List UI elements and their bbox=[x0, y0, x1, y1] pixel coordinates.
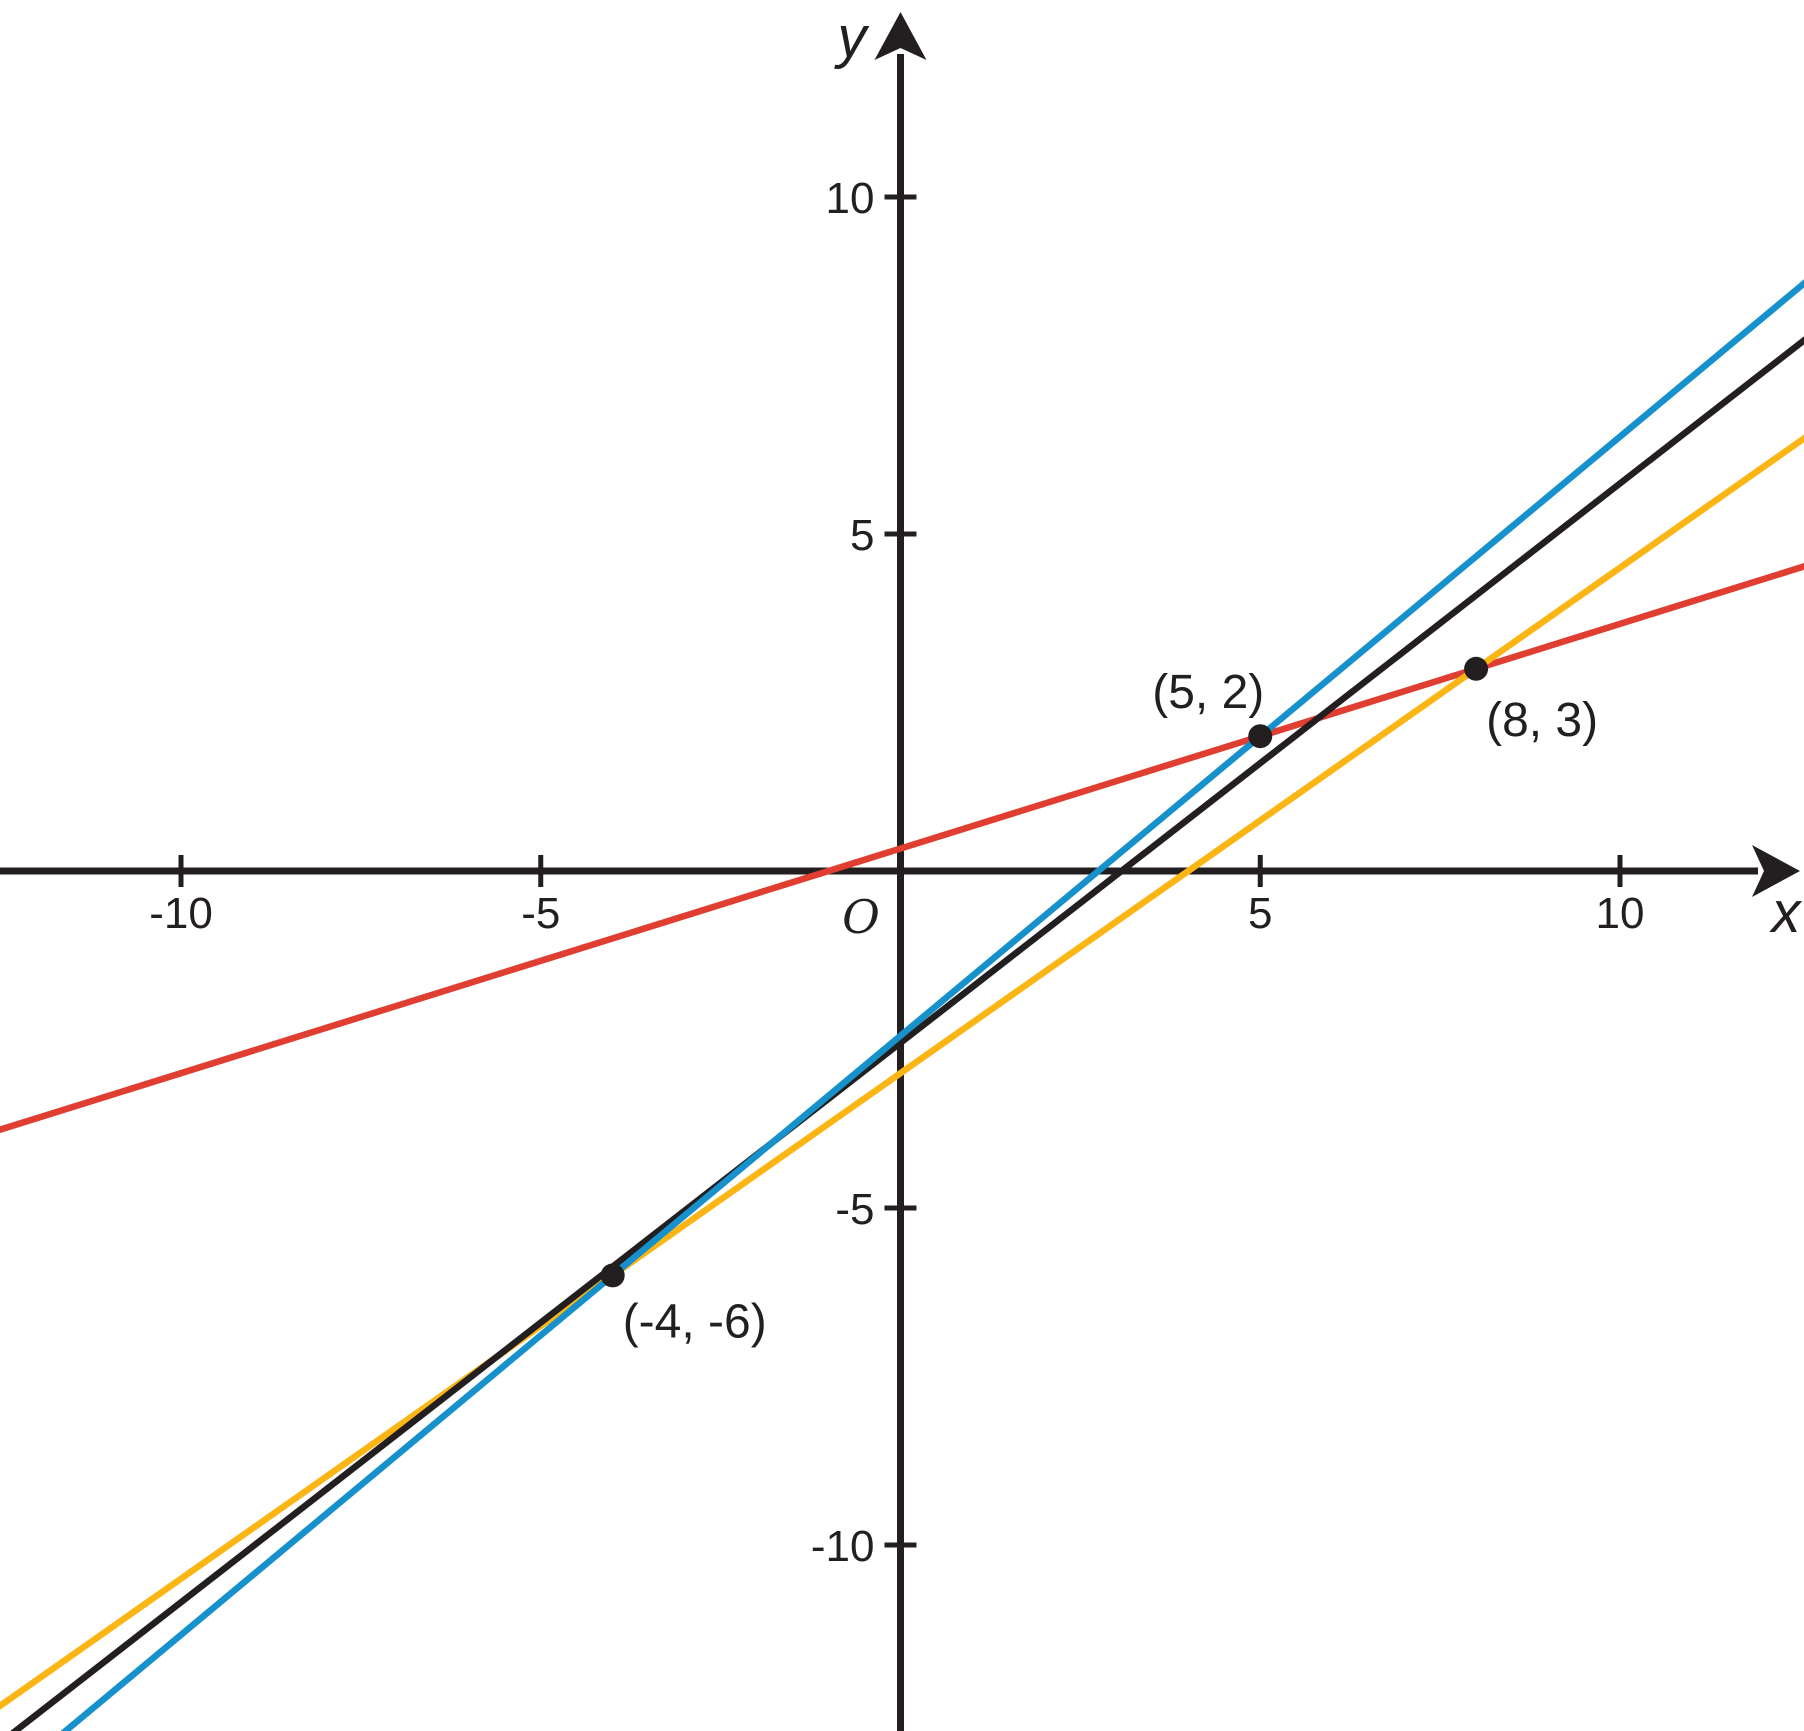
y-axis-arrowhead-icon bbox=[874, 12, 927, 60]
y-tick-label: 5 bbox=[850, 511, 874, 560]
point-label: (5, 2) bbox=[1152, 666, 1264, 719]
y-tick-label: -10 bbox=[811, 1522, 875, 1571]
y-tick-label: 10 bbox=[826, 174, 875, 223]
x-tick-label: 10 bbox=[1596, 889, 1645, 938]
data-point bbox=[600, 1263, 625, 1288]
data-point bbox=[1248, 724, 1273, 749]
orange-line bbox=[0, 434, 1804, 1710]
y-tick-label: -5 bbox=[835, 1185, 874, 1234]
x-tick-label: -10 bbox=[149, 889, 213, 938]
point-label: (8, 3) bbox=[1486, 694, 1598, 747]
x-tick-label: -5 bbox=[521, 889, 560, 938]
origin-label: O bbox=[842, 890, 880, 944]
red-line bbox=[0, 563, 1804, 1134]
y-axis-label: y bbox=[834, 5, 870, 70]
x-axis-label: x bbox=[1769, 880, 1803, 945]
x-tick-label: 5 bbox=[1248, 889, 1272, 938]
data-point bbox=[1464, 656, 1489, 681]
point-label: (-4, -6) bbox=[623, 1295, 767, 1348]
blue-line bbox=[60, 279, 1804, 1731]
x-axis-arrowhead-icon bbox=[1752, 845, 1800, 897]
black-line bbox=[10, 336, 1804, 1731]
